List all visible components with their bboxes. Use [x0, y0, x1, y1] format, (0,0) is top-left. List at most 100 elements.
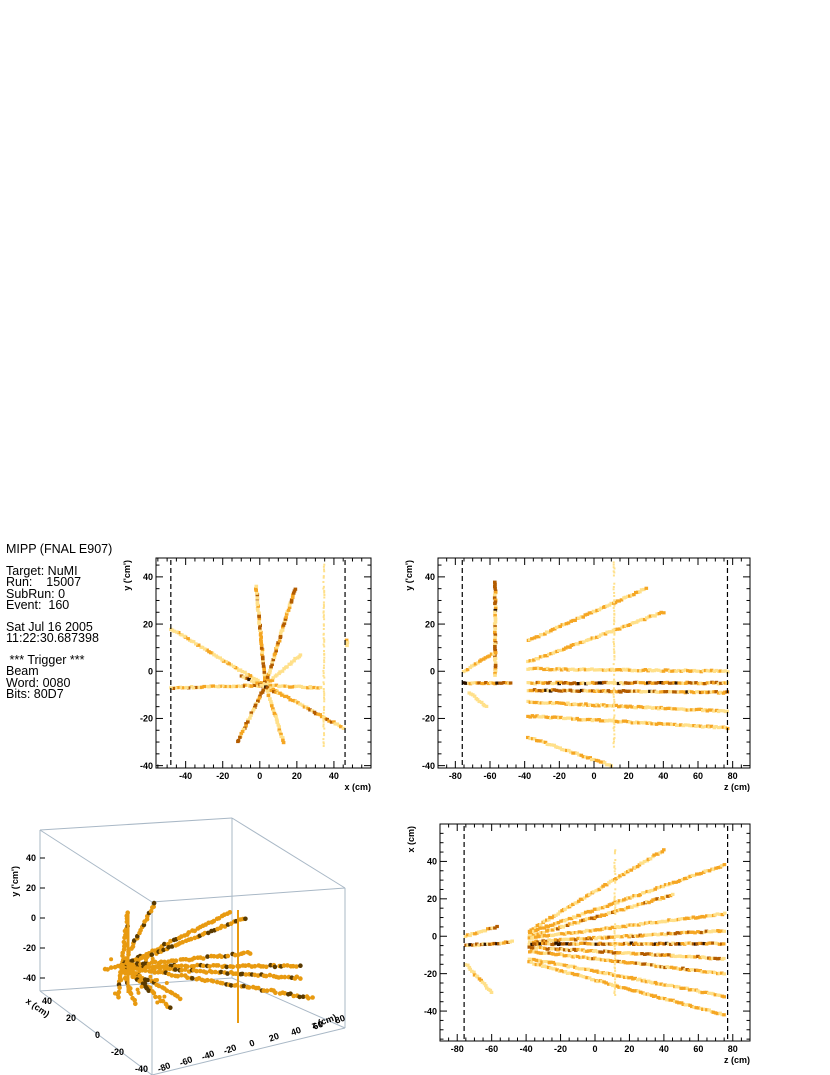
track-hit — [274, 714, 278, 718]
track-hit — [619, 899, 624, 903]
track-hit — [536, 945, 541, 949]
track-hit — [322, 603, 325, 606]
track-hit — [568, 971, 572, 975]
track-hit — [562, 963, 567, 967]
track-hit — [623, 595, 628, 599]
track-hit — [600, 906, 605, 910]
track-hit — [575, 901, 579, 905]
track-hit — [288, 685, 292, 689]
track-hit — [248, 684, 252, 688]
track-hit — [700, 914, 704, 919]
track-hit — [568, 716, 573, 720]
track-hit — [692, 724, 696, 728]
track-hit — [269, 665, 273, 669]
x-tick-label: 0 — [591, 771, 596, 781]
track-hit — [705, 709, 710, 713]
track-hit — [598, 950, 602, 954]
track-hit — [579, 919, 583, 923]
track-hit — [625, 961, 630, 965]
track-hit — [249, 711, 254, 715]
track-hit — [614, 703, 619, 707]
track-hit — [684, 916, 689, 920]
track-hit — [620, 935, 624, 939]
track-hit — [255, 985, 261, 991]
track-hit — [490, 926, 494, 930]
track-hit — [239, 731, 244, 736]
track-hit — [603, 949, 607, 953]
track-hit — [549, 652, 553, 656]
track-hit — [323, 563, 326, 566]
track-hit — [705, 681, 710, 685]
track-hit — [610, 959, 615, 963]
track-hit — [542, 667, 546, 672]
track-hit — [667, 918, 671, 922]
track-hit — [603, 958, 608, 962]
track-hit — [322, 616, 325, 618]
track-hit — [604, 690, 608, 694]
track-hit — [240, 729, 245, 734]
track-hit — [613, 658, 616, 661]
trigger-bits: Bits: 80D7 — [6, 687, 64, 701]
track-hit — [185, 685, 189, 690]
track-hit — [612, 745, 615, 748]
track-hit — [606, 926, 610, 930]
track-hit — [663, 983, 668, 987]
track-hit — [660, 996, 665, 1000]
track-hit — [463, 963, 468, 967]
track-hit — [597, 957, 602, 961]
track-hit — [583, 949, 587, 953]
track-hit — [322, 745, 325, 747]
track-hit — [297, 655, 302, 659]
track-hit — [493, 663, 498, 667]
track-hit — [175, 973, 180, 979]
track-hit — [481, 929, 486, 933]
track-hit — [546, 689, 551, 693]
track-hit — [560, 942, 565, 946]
track-hit — [198, 685, 203, 690]
track-hit — [658, 897, 662, 902]
x-tick-label: 40 — [659, 1044, 669, 1054]
track-hit — [713, 956, 717, 960]
track-hit — [552, 914, 556, 918]
track-hit — [721, 681, 726, 685]
track-hit — [671, 966, 676, 970]
box-edge — [39, 990, 153, 1075]
track-hit — [269, 700, 273, 704]
track-hit — [609, 935, 614, 939]
track-hit — [598, 971, 603, 975]
track-hit — [681, 878, 685, 882]
track-hit — [602, 927, 606, 931]
track-hit — [630, 681, 635, 685]
track-hit — [637, 952, 642, 956]
track-hit — [323, 594, 326, 596]
track-hit — [565, 748, 569, 753]
track-hit — [493, 608, 498, 613]
track-hit — [571, 915, 576, 919]
track-hit — [618, 874, 622, 878]
track-hit — [619, 908, 623, 912]
track-hit — [614, 877, 618, 881]
track-hit — [642, 942, 647, 946]
track-hit — [532, 715, 537, 719]
track-hit — [613, 908, 616, 911]
y-tick-label: 40 — [425, 572, 435, 582]
track-hit — [119, 978, 124, 982]
track-hit — [638, 977, 642, 981]
track-hit — [611, 951, 616, 955]
track-hit — [153, 994, 158, 1000]
track-hit — [225, 684, 230, 689]
track-hit — [602, 942, 607, 946]
track-hit — [680, 917, 685, 921]
track-hit — [688, 874, 692, 878]
track-hit — [628, 896, 632, 900]
track-hit — [239, 674, 244, 678]
track-hit — [617, 899, 622, 903]
track-hit — [569, 643, 574, 647]
track-hit — [322, 669, 325, 672]
track-hit — [290, 660, 294, 664]
track-hit — [541, 633, 545, 637]
track-hit — [552, 688, 557, 692]
track-hit — [613, 620, 616, 623]
x-tick-label: 20 — [66, 1013, 76, 1023]
track-hit — [698, 941, 702, 945]
